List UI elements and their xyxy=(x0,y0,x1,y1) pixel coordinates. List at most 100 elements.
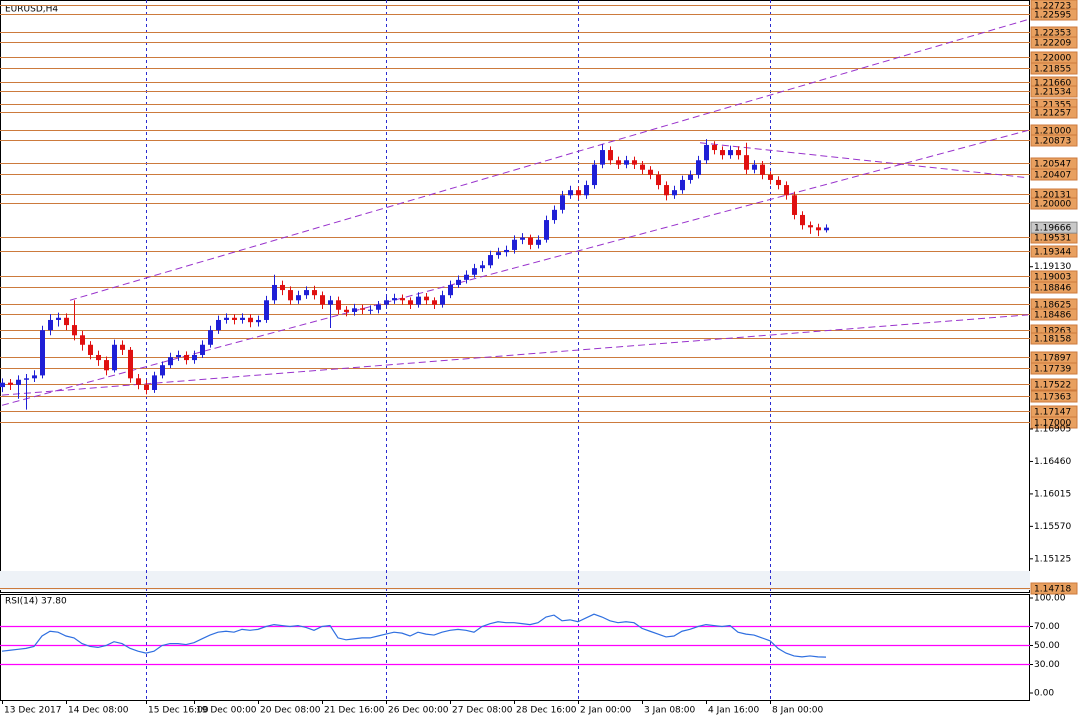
x-tick-label: 3 Jan 08:00 xyxy=(644,706,696,716)
candle-body xyxy=(304,290,309,296)
level-label: 1.17739 xyxy=(1034,365,1071,375)
candle-body xyxy=(80,335,85,345)
candle-body xyxy=(520,237,525,240)
candle-body xyxy=(144,384,149,390)
level-label-box xyxy=(1030,378,1078,391)
candle-body xyxy=(136,378,141,385)
candle-body xyxy=(768,174,773,180)
candle-body xyxy=(184,354,189,361)
trendline xyxy=(69,19,1029,301)
candle-body xyxy=(384,300,389,305)
level-label-box xyxy=(1030,582,1078,595)
last-price-box xyxy=(1030,221,1078,234)
candle-body xyxy=(600,150,605,165)
level-label: 1.18486 xyxy=(1034,311,1071,321)
candle-body xyxy=(672,190,677,196)
level-label-box xyxy=(1030,197,1078,210)
level-label: 1.20547 xyxy=(1034,160,1071,170)
candle-body xyxy=(120,344,125,350)
candle-body xyxy=(680,179,685,191)
candle-body xyxy=(24,378,29,380)
level-label: 1.21855 xyxy=(1034,65,1071,75)
candle-body xyxy=(32,375,37,379)
level-label-box xyxy=(1030,390,1078,403)
candle-body xyxy=(40,330,45,376)
level-label-box xyxy=(1030,36,1078,49)
level-label: 1.17522 xyxy=(1034,381,1071,391)
x-tick-label: 15 Dec 16:00 xyxy=(148,706,209,716)
candle-body xyxy=(776,179,781,186)
x-tick-label: 19 Dec 00:00 xyxy=(196,706,257,716)
candle-body xyxy=(560,195,565,210)
candle-body xyxy=(48,319,53,331)
candle-body xyxy=(232,317,237,320)
level-label-box xyxy=(1030,245,1078,258)
level-label: 1.19531 xyxy=(1034,234,1071,244)
level-label: 1.18625 xyxy=(1034,301,1071,311)
candle-body xyxy=(320,295,325,305)
candle-body xyxy=(424,296,429,301)
level-label: 1.22723 xyxy=(1034,2,1071,12)
candle-body xyxy=(376,304,381,310)
chart-title: EURUSD,H4 xyxy=(5,5,58,15)
level-label-box xyxy=(1030,134,1078,147)
x-tick-label: 8 Jan 00:00 xyxy=(772,706,824,716)
y-tick-label: 1.16460 xyxy=(1034,457,1071,467)
candle-body xyxy=(0,382,5,388)
level-label: 1.21000 xyxy=(1034,127,1071,137)
candle-body xyxy=(552,209,557,221)
x-tick-label: 27 Dec 08:00 xyxy=(452,706,513,716)
y-tick-label: 0.00 xyxy=(1034,689,1054,699)
candle-body xyxy=(200,344,205,355)
candle-body xyxy=(128,349,133,379)
candle-body xyxy=(584,185,589,196)
candle-body xyxy=(16,379,21,385)
candle-body xyxy=(504,249,509,253)
candle-body xyxy=(208,330,213,345)
candle-body xyxy=(592,164,597,186)
level-label: 1.17897 xyxy=(1034,354,1071,364)
candle-body xyxy=(616,160,621,165)
candle-body xyxy=(216,319,221,331)
candle-body xyxy=(176,354,181,358)
level-label: 1.14718 xyxy=(1034,585,1071,595)
level-label: 1.20407 xyxy=(1034,171,1071,181)
candle-body xyxy=(736,150,741,156)
last-price-label: 1.19666 xyxy=(1034,224,1071,234)
candle-body xyxy=(152,375,157,390)
candle-body xyxy=(416,296,421,305)
candle-body xyxy=(664,185,669,196)
candle-body xyxy=(248,317,253,323)
candle-body xyxy=(696,160,701,175)
candle-body xyxy=(752,164,757,170)
candle-body xyxy=(608,150,613,161)
candle-body xyxy=(256,319,261,323)
level-label: 1.18158 xyxy=(1034,335,1071,345)
x-tick-label: 20 Dec 08:00 xyxy=(260,706,321,716)
candle-body xyxy=(264,300,269,320)
candle-body xyxy=(368,309,373,311)
candle-body xyxy=(296,295,301,301)
candle-body xyxy=(392,298,397,301)
candle-body xyxy=(432,300,437,305)
candle-body xyxy=(816,227,821,231)
level-label: 1.22353 xyxy=(1034,29,1071,39)
candle-body xyxy=(808,225,813,228)
candle-body xyxy=(632,160,637,165)
candle-body xyxy=(104,360,109,371)
candle-body xyxy=(648,169,653,175)
level-label-box xyxy=(1030,332,1078,345)
candle-body xyxy=(272,284,277,301)
candle-body xyxy=(568,190,573,196)
y-tick-label: 1.19130 xyxy=(1034,262,1071,272)
main-pane xyxy=(0,0,1030,593)
candle-body xyxy=(824,227,829,231)
candle-body xyxy=(760,164,765,175)
level-label-box xyxy=(1030,362,1078,375)
level-label: 1.21257 xyxy=(1034,109,1071,119)
candle-body xyxy=(328,300,333,305)
level-label-box xyxy=(1030,62,1078,75)
candle-body xyxy=(88,344,93,355)
level-label: 1.18846 xyxy=(1034,284,1071,294)
